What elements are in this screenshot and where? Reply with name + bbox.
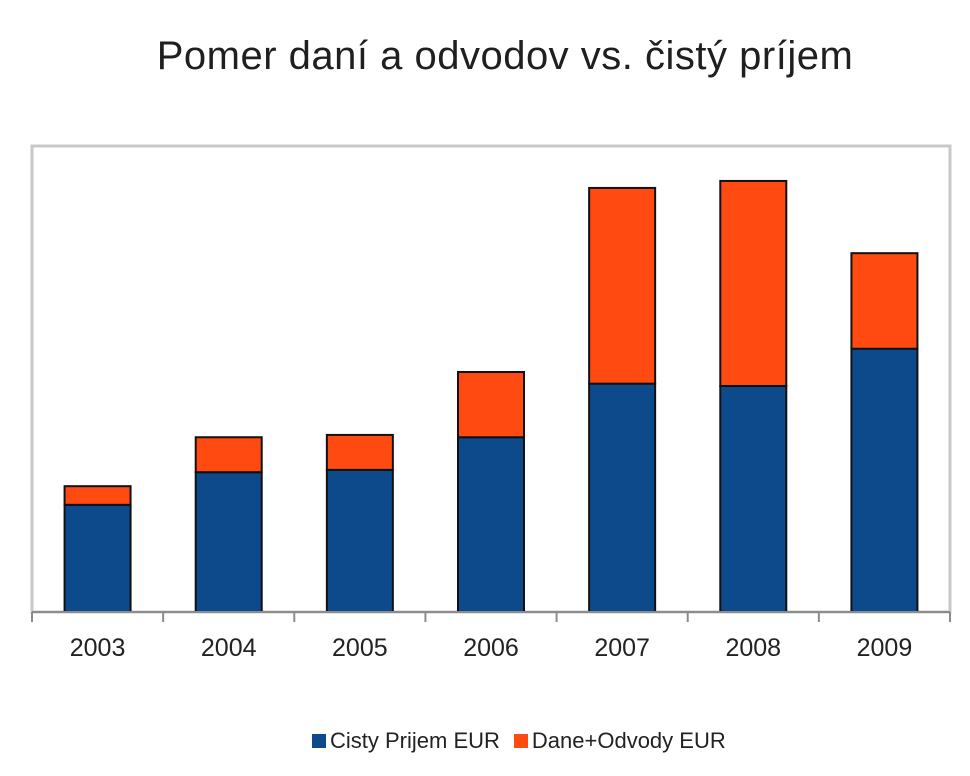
legend-label-dane-odvody: Dane+Odvody EUR	[531, 728, 726, 753]
bar-dane-odvody-2004	[194, 436, 263, 474]
bar-dane-odvody-2005	[325, 433, 394, 471]
bar-dane-odvody-2007	[588, 186, 657, 385]
x-tick-label-2008: 2008	[725, 634, 781, 662]
legend: Cisty Prijem EUR Dane+Odvody EUR	[312, 728, 740, 754]
bar-cisty-prijem-2007	[588, 382, 657, 613]
x-tick-label-2009: 2009	[857, 634, 913, 662]
bar-cisty-prijem-2003	[63, 503, 132, 614]
bar-dane-odvody-2003	[63, 485, 132, 506]
bars-layer	[63, 179, 919, 614]
chart-title: Pomer daní a odvodov vs. čistý príjem	[156, 34, 854, 78]
bar-dane-odvody-2008	[719, 179, 788, 387]
x-axis-tick-labels: 2003 2004 2005 2006 2007 2008 2009	[70, 634, 912, 662]
legend-swatch-cisty-prijem	[312, 734, 326, 748]
x-tick-label-2006: 2006	[463, 634, 519, 662]
legend-swatch-dane-odvody	[513, 734, 528, 748]
bar-cisty-prijem-2009	[850, 347, 919, 613]
legend-item-dane-odvody[interactable]: Dane+Odvody EUR	[513, 728, 726, 754]
x-tick-label-2004: 2004	[201, 634, 257, 662]
bar-dane-odvody-2006	[457, 371, 525, 439]
bar-cisty-prijem-2008	[719, 384, 788, 613]
x-axis-ticks	[31, 612, 951, 622]
legend-label-cisty-prijem: Cisty Prijem EUR	[330, 728, 500, 753]
x-tick-label-2003: 2003	[70, 634, 126, 662]
bar-cisty-prijem-2004	[194, 471, 263, 614]
x-tick-label-2007: 2007	[594, 634, 650, 662]
legend-item-cisty-prijem[interactable]: Cisty Prijem EUR	[312, 728, 500, 754]
bar-dane-odvody-2009	[850, 252, 919, 350]
bar-cisty-prijem-2005	[325, 468, 394, 613]
x-tick-label-2005: 2005	[332, 634, 388, 662]
bar-cisty-prijem-2006	[457, 436, 525, 613]
